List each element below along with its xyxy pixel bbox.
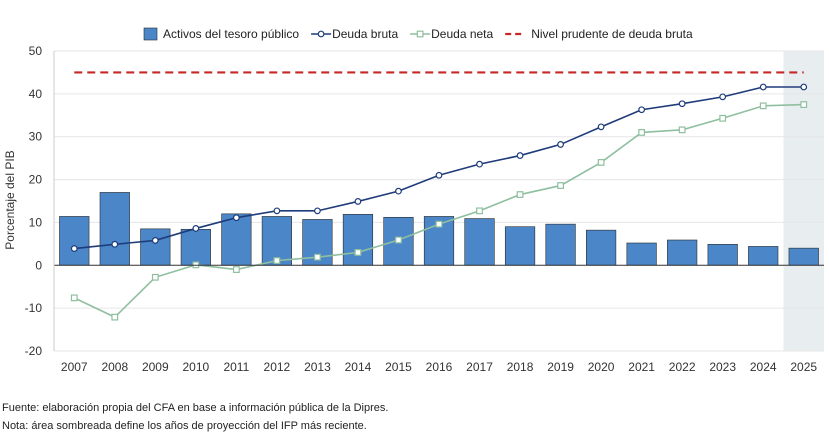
bar-activos [748, 246, 779, 266]
point-deuda-bruta [638, 106, 646, 114]
point-deuda-neta [314, 253, 321, 261]
legend-label: Activos del tesoro público [163, 27, 299, 41]
bar-activos [667, 239, 698, 266]
legend-marker-circle [317, 30, 325, 38]
point-deuda-bruta [557, 141, 564, 148]
point-deuda-bruta [395, 187, 402, 195]
y-tick-label: 30 [29, 130, 43, 144]
point-deuda-neta [111, 313, 119, 321]
bar-activos [504, 226, 536, 266]
point-deuda-bruta [192, 225, 200, 232]
point-deuda-bruta [70, 245, 78, 252]
point-deuda-bruta [759, 83, 767, 91]
x-tick-label: 2012 [264, 360, 291, 374]
y-tick-label: 10 [29, 215, 43, 229]
point-deuda-bruta [597, 123, 605, 131]
y-tick-label: 0 [35, 258, 42, 272]
bar-activos [59, 216, 90, 266]
bar-activos [99, 192, 130, 266]
series-lines [70, 71, 808, 321]
point-deuda-bruta [800, 83, 808, 91]
point-deuda-neta [354, 249, 362, 256]
x-tick-label: 2015 [385, 360, 412, 374]
x-tick-label: 2009 [142, 360, 169, 374]
y-tick-label: 40 [29, 87, 43, 101]
x-tick-label: 2011 [223, 360, 249, 374]
point-deuda-neta [516, 191, 524, 198]
y-tick-label: -20 [25, 344, 43, 358]
bar-activos [626, 242, 657, 266]
x-tick-label: 2022 [669, 360, 696, 374]
bar-activos [180, 228, 211, 266]
point-deuda-neta [273, 257, 281, 264]
projection-shade [783, 51, 824, 351]
legend-label: Deuda neta [431, 27, 493, 41]
x-tick-label: 2007 [61, 360, 88, 374]
point-deuda-neta [476, 207, 483, 215]
x-tick-label: 2014 [345, 360, 372, 374]
x-tick-label: 2025 [790, 360, 817, 374]
point-deuda-bruta [476, 160, 483, 168]
y-tick-label: 20 [29, 173, 43, 187]
x-tick-label: 2016 [426, 360, 453, 374]
bar-activos [221, 213, 252, 266]
x-tick-label: 2010 [182, 360, 209, 374]
point-deuda-neta [638, 129, 646, 136]
bar-activos [707, 243, 738, 266]
bar-activos [140, 228, 171, 266]
x-tick-label: 2018 [507, 360, 534, 374]
point-deuda-bruta [516, 152, 524, 159]
point-deuda-neta [719, 114, 727, 122]
gridlines [54, 50, 824, 352]
legend-label: Deuda bruta [332, 27, 398, 41]
point-deuda-bruta [719, 93, 727, 101]
x-tick-label: 2017 [466, 360, 493, 374]
point-deuda-bruta [151, 237, 159, 244]
point-deuda-neta [557, 182, 564, 189]
y-tick-label: -10 [25, 301, 43, 315]
point-deuda-neta [232, 266, 240, 273]
x-tick-label: 2020 [588, 360, 615, 374]
point-deuda-neta [151, 273, 159, 281]
point-deuda-neta [800, 101, 808, 108]
x-tick-label: 2013 [304, 360, 331, 374]
bar-activos [586, 229, 617, 266]
legend-marker-square [416, 30, 424, 38]
point-deuda-neta [759, 102, 767, 110]
bar-activos [342, 213, 374, 266]
axes: -20 -10 0 10 20 30 40 50 2007 2008 2009 2010 2011 201… [25, 44, 824, 374]
legend: Activos del tesoro público Deuda bruta Deu… [143, 27, 693, 41]
point-deuda-bruta [678, 100, 686, 108]
legend-swatch-activos [143, 27, 158, 41]
projection-shade-layer [783, 51, 824, 351]
point-deuda-neta [597, 159, 605, 166]
x-tick-label: 2008 [101, 360, 128, 374]
legend-label: Nivel prudente de deuda bruta [531, 27, 693, 41]
point-deuda-bruta [354, 198, 362, 205]
bar-activos [545, 223, 576, 266]
x-tick-label: 2021 [628, 360, 655, 374]
point-deuda-neta [395, 236, 402, 244]
point-deuda-neta [70, 294, 78, 302]
point-deuda-neta [435, 220, 443, 228]
point-deuda-neta [678, 126, 686, 134]
bars-activos [59, 192, 819, 266]
y-axis-title: Porcentaje del PIB [3, 150, 17, 249]
source-note: Fuente: elaboración propia del CFA en ba… [2, 402, 389, 414]
x-tick-label: 2023 [709, 360, 736, 374]
x-tick-label: 2024 [750, 360, 777, 374]
x-tick-label: 2019 [547, 360, 574, 374]
point-deuda-bruta [111, 240, 119, 248]
point-deuda-bruta [232, 214, 240, 222]
point-deuda-bruta [273, 207, 281, 215]
bar-activos [788, 247, 819, 266]
y-tick-label: 50 [29, 44, 43, 58]
point-deuda-bruta [435, 171, 443, 179]
bar-activos [464, 218, 495, 266]
point-deuda-bruta [314, 207, 321, 215]
shading-note: Nota: área sombreada define los años de … [2, 420, 367, 432]
